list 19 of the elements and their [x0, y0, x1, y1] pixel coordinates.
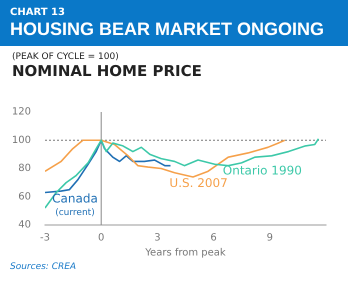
- x-tick-label: 6: [210, 232, 217, 244]
- y-tick-label: 80: [18, 163, 31, 174]
- y-tick-label: 40: [18, 220, 31, 231]
- y-tick-label: 60: [18, 191, 31, 202]
- y-axis-title: (PEAK OF CYCLE = 100): [12, 52, 120, 62]
- y-tick-label: 120: [12, 106, 31, 118]
- caption: CHART 13: [10, 7, 66, 18]
- x-tick-label: 3: [154, 232, 161, 244]
- x-tick-label: 9: [266, 232, 273, 244]
- y-tick-label: 100: [12, 134, 31, 146]
- x-tick-label: 0: [98, 232, 104, 244]
- source-note: Sources: CREA: [10, 262, 76, 272]
- x-axis-title: Years from peak: [144, 248, 226, 259]
- chart-title: HOUSING BEAR MARKET ONGOING: [10, 18, 326, 40]
- x-tick-label: -3: [40, 232, 50, 244]
- series-label: U.S. 2007: [169, 176, 228, 190]
- series-label: Ontario 1990: [222, 163, 302, 178]
- series-label: Canada (current): [52, 192, 98, 218]
- chart-subtitle: NOMINAL HOME PRICE: [12, 62, 203, 80]
